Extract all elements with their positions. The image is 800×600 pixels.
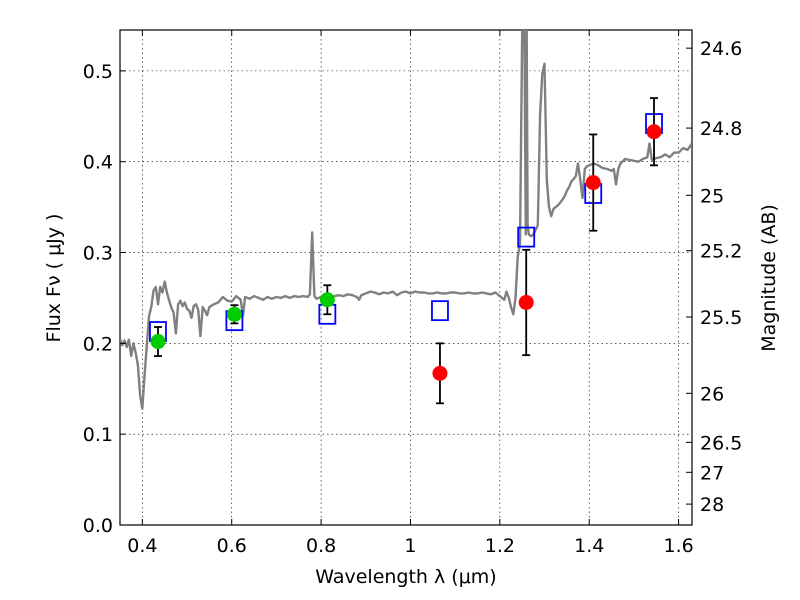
x-tick-label: 0.6 [217, 535, 247, 557]
x-tick-label: 1.6 [663, 535, 693, 557]
y2-tick-label: 25.5 [700, 307, 742, 329]
model-spectrum-layer [120, 30, 692, 410]
x-axis-label: Wavelength λ (μm) [315, 566, 496, 588]
y-tick-label: 0.1 [83, 424, 113, 446]
photometry-circle-marker [518, 294, 534, 310]
photometry-circle-marker [585, 175, 601, 191]
grid-lines [120, 30, 692, 526]
photometry-circle-marker [432, 365, 448, 381]
y-tick-label: 0.4 [83, 152, 113, 174]
y-tick-label: 0.5 [83, 61, 113, 83]
y-tick-label: 0.0 [83, 515, 113, 537]
y-axis-label: Flux Fν ( μJy ) [43, 214, 65, 343]
x-tick-label: 1 [404, 535, 416, 557]
y2-tick-label: 25.2 [700, 241, 742, 263]
y2-tick-label: 27 [700, 462, 724, 484]
x-tick-label: 1.4 [574, 535, 604, 557]
photometry-circle-marker [150, 334, 166, 350]
photometry-circle-marker [226, 306, 242, 322]
axis-ticks: 0.4 0.6 0.8 1 1.2 1.4 1.6 0.0 0.1 0.2 0.3 0.4 0.5 24.… [83, 30, 742, 557]
plot-frame [119, 29, 693, 526]
x-tick-label: 1.2 [485, 535, 515, 557]
y2-tick-label: 28 [700, 494, 724, 516]
y2-tick-label: 25 [700, 185, 724, 207]
x-tick-label: 0.8 [306, 535, 336, 557]
photometry-square-marker [517, 226, 536, 248]
y2-tick-label: 24.8 [700, 118, 742, 140]
y-tick-label: 0.3 [83, 243, 113, 265]
y2-tick-label: 26.5 [700, 432, 742, 454]
y2-axis-label: Magnitude (AB) [758, 204, 780, 352]
x-tick-label: 0.4 [127, 535, 157, 557]
y-tick-label: 0.2 [83, 333, 113, 355]
data-marks [149, 97, 663, 405]
y2-tick-label: 26 [700, 383, 724, 405]
photometry-square-marker [431, 300, 449, 322]
photometry-circle-marker [319, 292, 335, 308]
y2-tick-label: 24.6 [700, 38, 742, 60]
photometry-circle-marker [646, 124, 662, 140]
model-spectrum-line [120, 30, 692, 410]
